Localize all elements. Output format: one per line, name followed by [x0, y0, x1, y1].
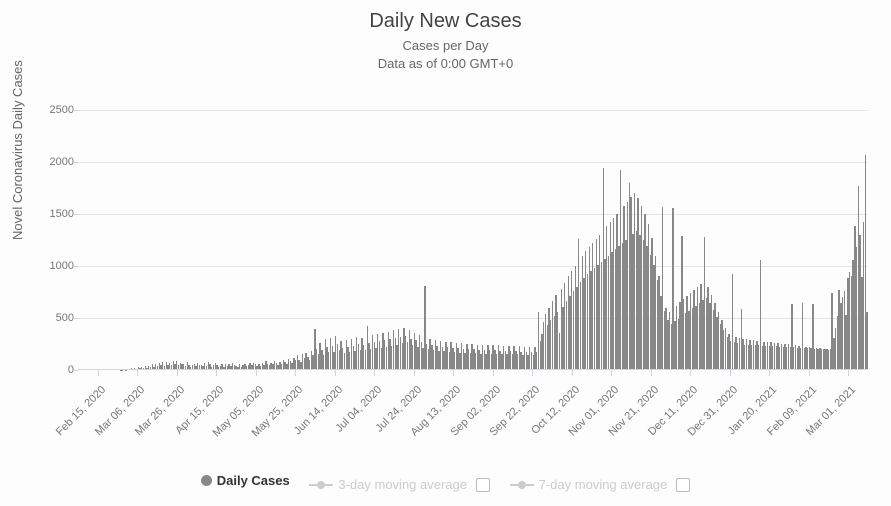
legend-item-3day-avg[interactable]: 3-day moving average	[309, 477, 490, 492]
x-tick-mark	[690, 370, 691, 376]
bars-group	[78, 110, 868, 370]
legend-label: 3-day moving average	[338, 477, 467, 492]
circle-icon	[201, 475, 212, 486]
legend-item-7day-avg[interactable]: 7-day moving average	[510, 477, 691, 492]
x-axis-line	[78, 369, 868, 370]
y-tick-mark	[73, 370, 78, 371]
x-tick-mark	[611, 370, 612, 376]
y-tick-label: 500	[48, 312, 74, 324]
line-marker-icon	[510, 481, 534, 489]
x-tick-mark	[651, 370, 652, 376]
subtitle-line2: Data as of 0:00 GMT+0	[378, 56, 513, 71]
x-tick-mark	[295, 370, 296, 376]
legend-label: Daily Cases	[217, 473, 290, 488]
y-tick-label: 0	[48, 364, 74, 376]
x-tick-mark	[809, 370, 810, 376]
y-tick-label: 2500	[48, 104, 74, 116]
y-tick-label: 1000	[48, 260, 74, 272]
x-tick-mark	[137, 370, 138, 376]
x-tick-mark	[532, 370, 533, 376]
bar[interactable]	[866, 312, 867, 370]
plot-area[interactable]	[78, 110, 868, 370]
x-tick-mark	[335, 370, 336, 376]
legend-item-daily-cases[interactable]: Daily Cases	[201, 473, 290, 488]
x-tick-mark	[414, 370, 415, 376]
x-tick-mark	[256, 370, 257, 376]
x-tick-mark	[98, 370, 99, 376]
y-tick-label: 2000	[48, 156, 74, 168]
x-tick-mark	[769, 370, 770, 376]
x-tick-mark	[177, 370, 178, 376]
y-tick-label: 1500	[48, 208, 74, 220]
chart-container: Daily New Cases Cases per Day Data as of…	[0, 0, 891, 506]
line-marker-icon	[309, 481, 333, 489]
legend: Daily Cases 3-day moving average 7-day m…	[0, 473, 891, 493]
checkbox-icon[interactable]	[476, 478, 490, 492]
x-tick-mark	[374, 370, 375, 376]
x-tick-mark	[216, 370, 217, 376]
legend-label: 7-day moving average	[539, 477, 668, 492]
checkbox-icon[interactable]	[676, 478, 690, 492]
x-tick-mark	[572, 370, 573, 376]
y-axis-label: Novel Coronavirus Daily Cases	[10, 60, 25, 240]
subtitle-line1: Cases per Day	[403, 38, 489, 53]
x-tick-mark	[453, 370, 454, 376]
chart-subtitle: Cases per Day Data as of 0:00 GMT+0	[0, 37, 891, 72]
chart-title: Daily New Cases	[0, 0, 891, 33]
x-tick-mark	[493, 370, 494, 376]
x-tick-mark	[848, 370, 849, 376]
x-tick-mark	[730, 370, 731, 376]
